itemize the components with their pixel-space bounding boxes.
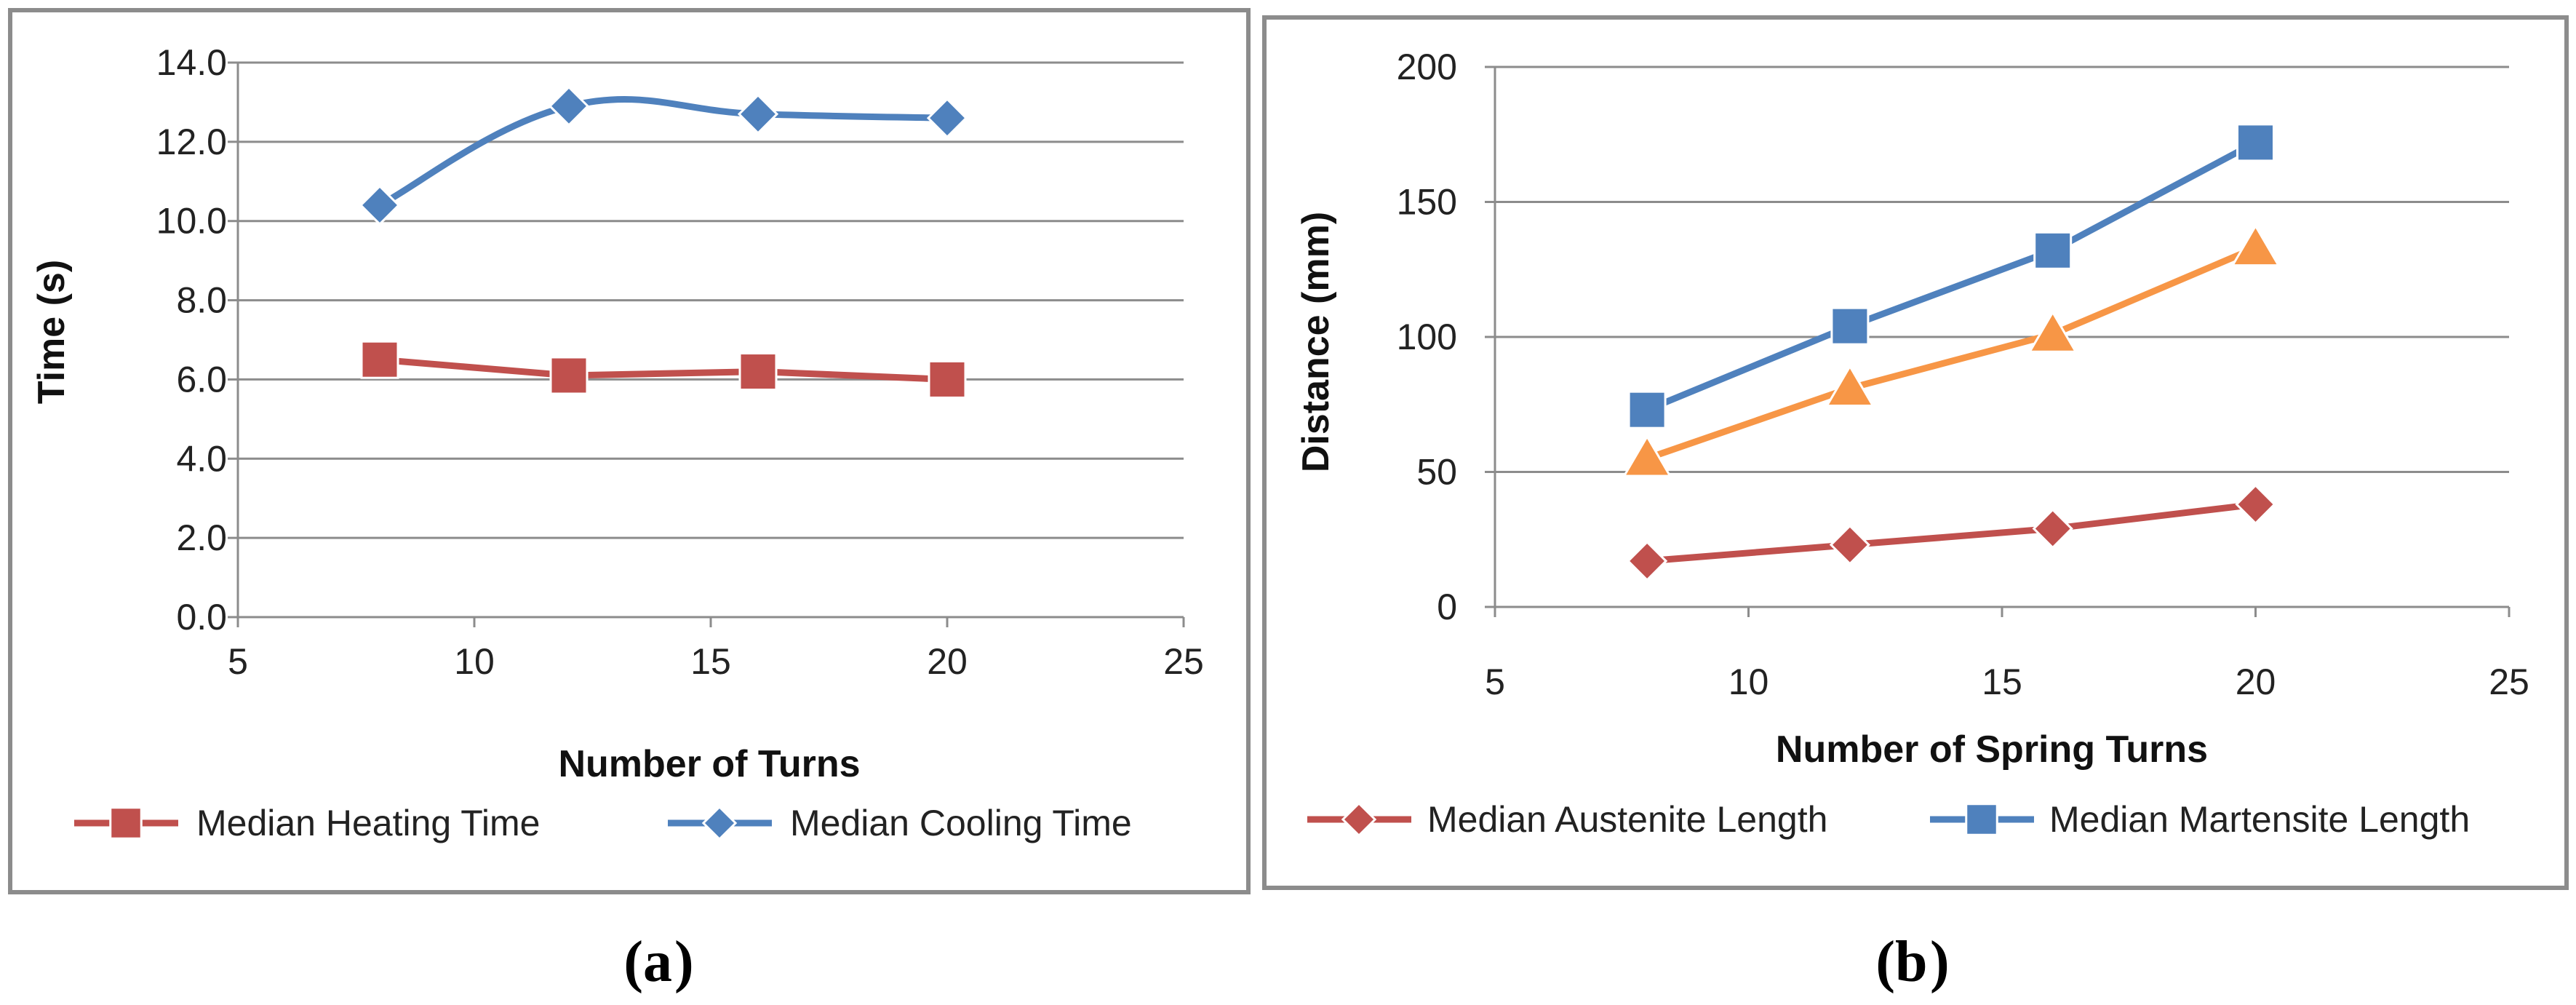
chart-a-xlabel: Number of Turns [558,743,860,785]
chart-b-legend-label-0: Median Austenite Length [1427,799,1827,840]
chart-a-legend-label-1: Median Cooling Time [790,803,1132,843]
chart-b-series-2-line [1643,245,2259,462]
chart-b-legend: Median Austenite Length Median Martensite… [1307,799,2470,840]
caption-a-label: a [643,930,672,994]
chart-a: 0.0 2.0 4.0 6.0 8.0 10.0 12.0 14.0 5 10 15 20 25 Ti… [31,42,1204,843]
chart-b-axes [1485,65,2511,617]
caption-b: ( b ) [1875,930,1949,994]
chart-a-y-tick-label: 6.0 [176,359,227,400]
chart-a-y-tick-labels: 0.0 2.0 4.0 6.0 8.0 10.0 12.0 14.0 [156,42,227,637]
caption-b-label: b [1895,930,1928,994]
chart-b: 0 50 100 150 200 5 10 15 20 25 Distance (mm) Num… [1295,47,2529,840]
chart-b-y-tick-label: 150 [1397,182,1457,223]
chart-b-series-2-point [1825,364,1875,407]
chart-b-series-1-point [1830,306,1870,346]
chart-b-series-1-line [1643,139,2259,413]
chart-b-series-2-point [1622,434,1672,477]
chart-b-x-tick-label: 15 [1982,662,2022,702]
chart-a-x-tick-label: 5 [228,641,248,682]
chart-b-series-0-line [1643,501,2259,565]
chart-b-y-tick-label: 200 [1397,47,1457,87]
chart-b-series [1622,123,2281,582]
chart-a-x-tick-label: 20 [927,641,968,682]
chart-a-y-tick-label: 12.0 [156,122,227,162]
chart-a-series-1-point [548,85,590,127]
chart-a-legend-label-0: Median Heating Time [196,803,540,843]
chart-b-series-0-point [1626,540,1668,582]
chart-a-x-tick-labels: 5 10 15 20 25 [228,641,1204,682]
chart-a-series-1-point [737,93,779,135]
chart-b-x-tick-label: 5 [1485,662,1505,702]
chart-a-series-1-point [926,98,968,139]
chart-b-x-tick-label: 10 [1728,662,1769,702]
chart-a-x-tick-label: 10 [454,641,495,682]
chart-b-series-2-point [2027,310,2078,353]
chart-a-legend-marker-1 [701,805,738,841]
chart-a-x-tick-label: 25 [1163,641,1204,682]
chart-b-y-tick-label: 0 [1437,587,1457,627]
chart-b-series-0-point [2235,483,2276,525]
chart-b-legend-marker-1 [1965,803,1998,836]
chart-a-y-tick-label: 14.0 [156,42,227,83]
chart-a-legend: Median Heating Time Median Cooling Time [74,803,1132,843]
chart-b-series-1-point [2033,231,2073,270]
chart-b-series-0-point [1829,524,1871,565]
caption-a: ( a ) [623,930,693,994]
chart-b-x-tick-label: 20 [2236,662,2276,702]
chart-b-series-2-point [2230,223,2281,267]
chart-a-series-0-point [360,340,399,379]
chart-a-axes [228,61,1185,627]
chart-a-series-0-point [549,356,589,395]
chart-b-y-tick-label: 50 [1416,452,1457,493]
caption-a-open: ( [623,930,643,994]
panel-a-frame [8,8,1251,894]
caption-b-open: ( [1875,930,1895,994]
chart-b-y-tick-label: 100 [1397,317,1457,357]
chart-a-y-tick-label: 2.0 [176,517,227,558]
chart-b-legend-marker-0 [1341,801,1377,838]
chart-a-series-1-point [359,184,401,226]
caption-b-close: ) [1930,930,1950,994]
chart-a-y-tick-label: 10.0 [156,201,227,242]
chart-a-series-0-point [928,360,967,399]
chart-a-series-0-line [376,356,951,383]
chart-a-ylabel: Time (s) [31,260,73,404]
chart-a-y-tick-label: 0.0 [176,597,227,637]
chart-a-x-tick-label: 15 [690,641,731,682]
chart-a-gridlines [238,61,1184,539]
chart-a-y-tick-label: 4.0 [176,438,227,479]
chart-a-legend-marker-0 [109,806,143,840]
chart-a-series-0-point [738,352,778,392]
chart-b-series-1-point [1627,390,1667,429]
chart-b-series-0-point [2032,508,2073,549]
panel-b-frame [1262,15,2569,890]
chart-b-legend-label-1: Median Martensite Length [2049,799,2470,840]
chart-a-y-tick-label: 8.0 [176,280,227,321]
chart-b-ylabel: Distance (mm) [1295,212,1337,472]
chart-b-y-tick-labels: 0 50 100 150 200 [1397,47,1457,627]
caption-a-close: ) [674,930,694,994]
chart-b-x-tick-labels: 5 10 15 20 25 [1485,662,2529,702]
chart-b-series-1-point [2236,123,2275,162]
chart-a-series [359,85,968,399]
chart-b-xlabel: Number of Spring Turns [1776,728,2208,771]
chart-a-series-1-line [376,96,951,209]
chart-b-x-tick-label: 25 [2489,662,2529,702]
